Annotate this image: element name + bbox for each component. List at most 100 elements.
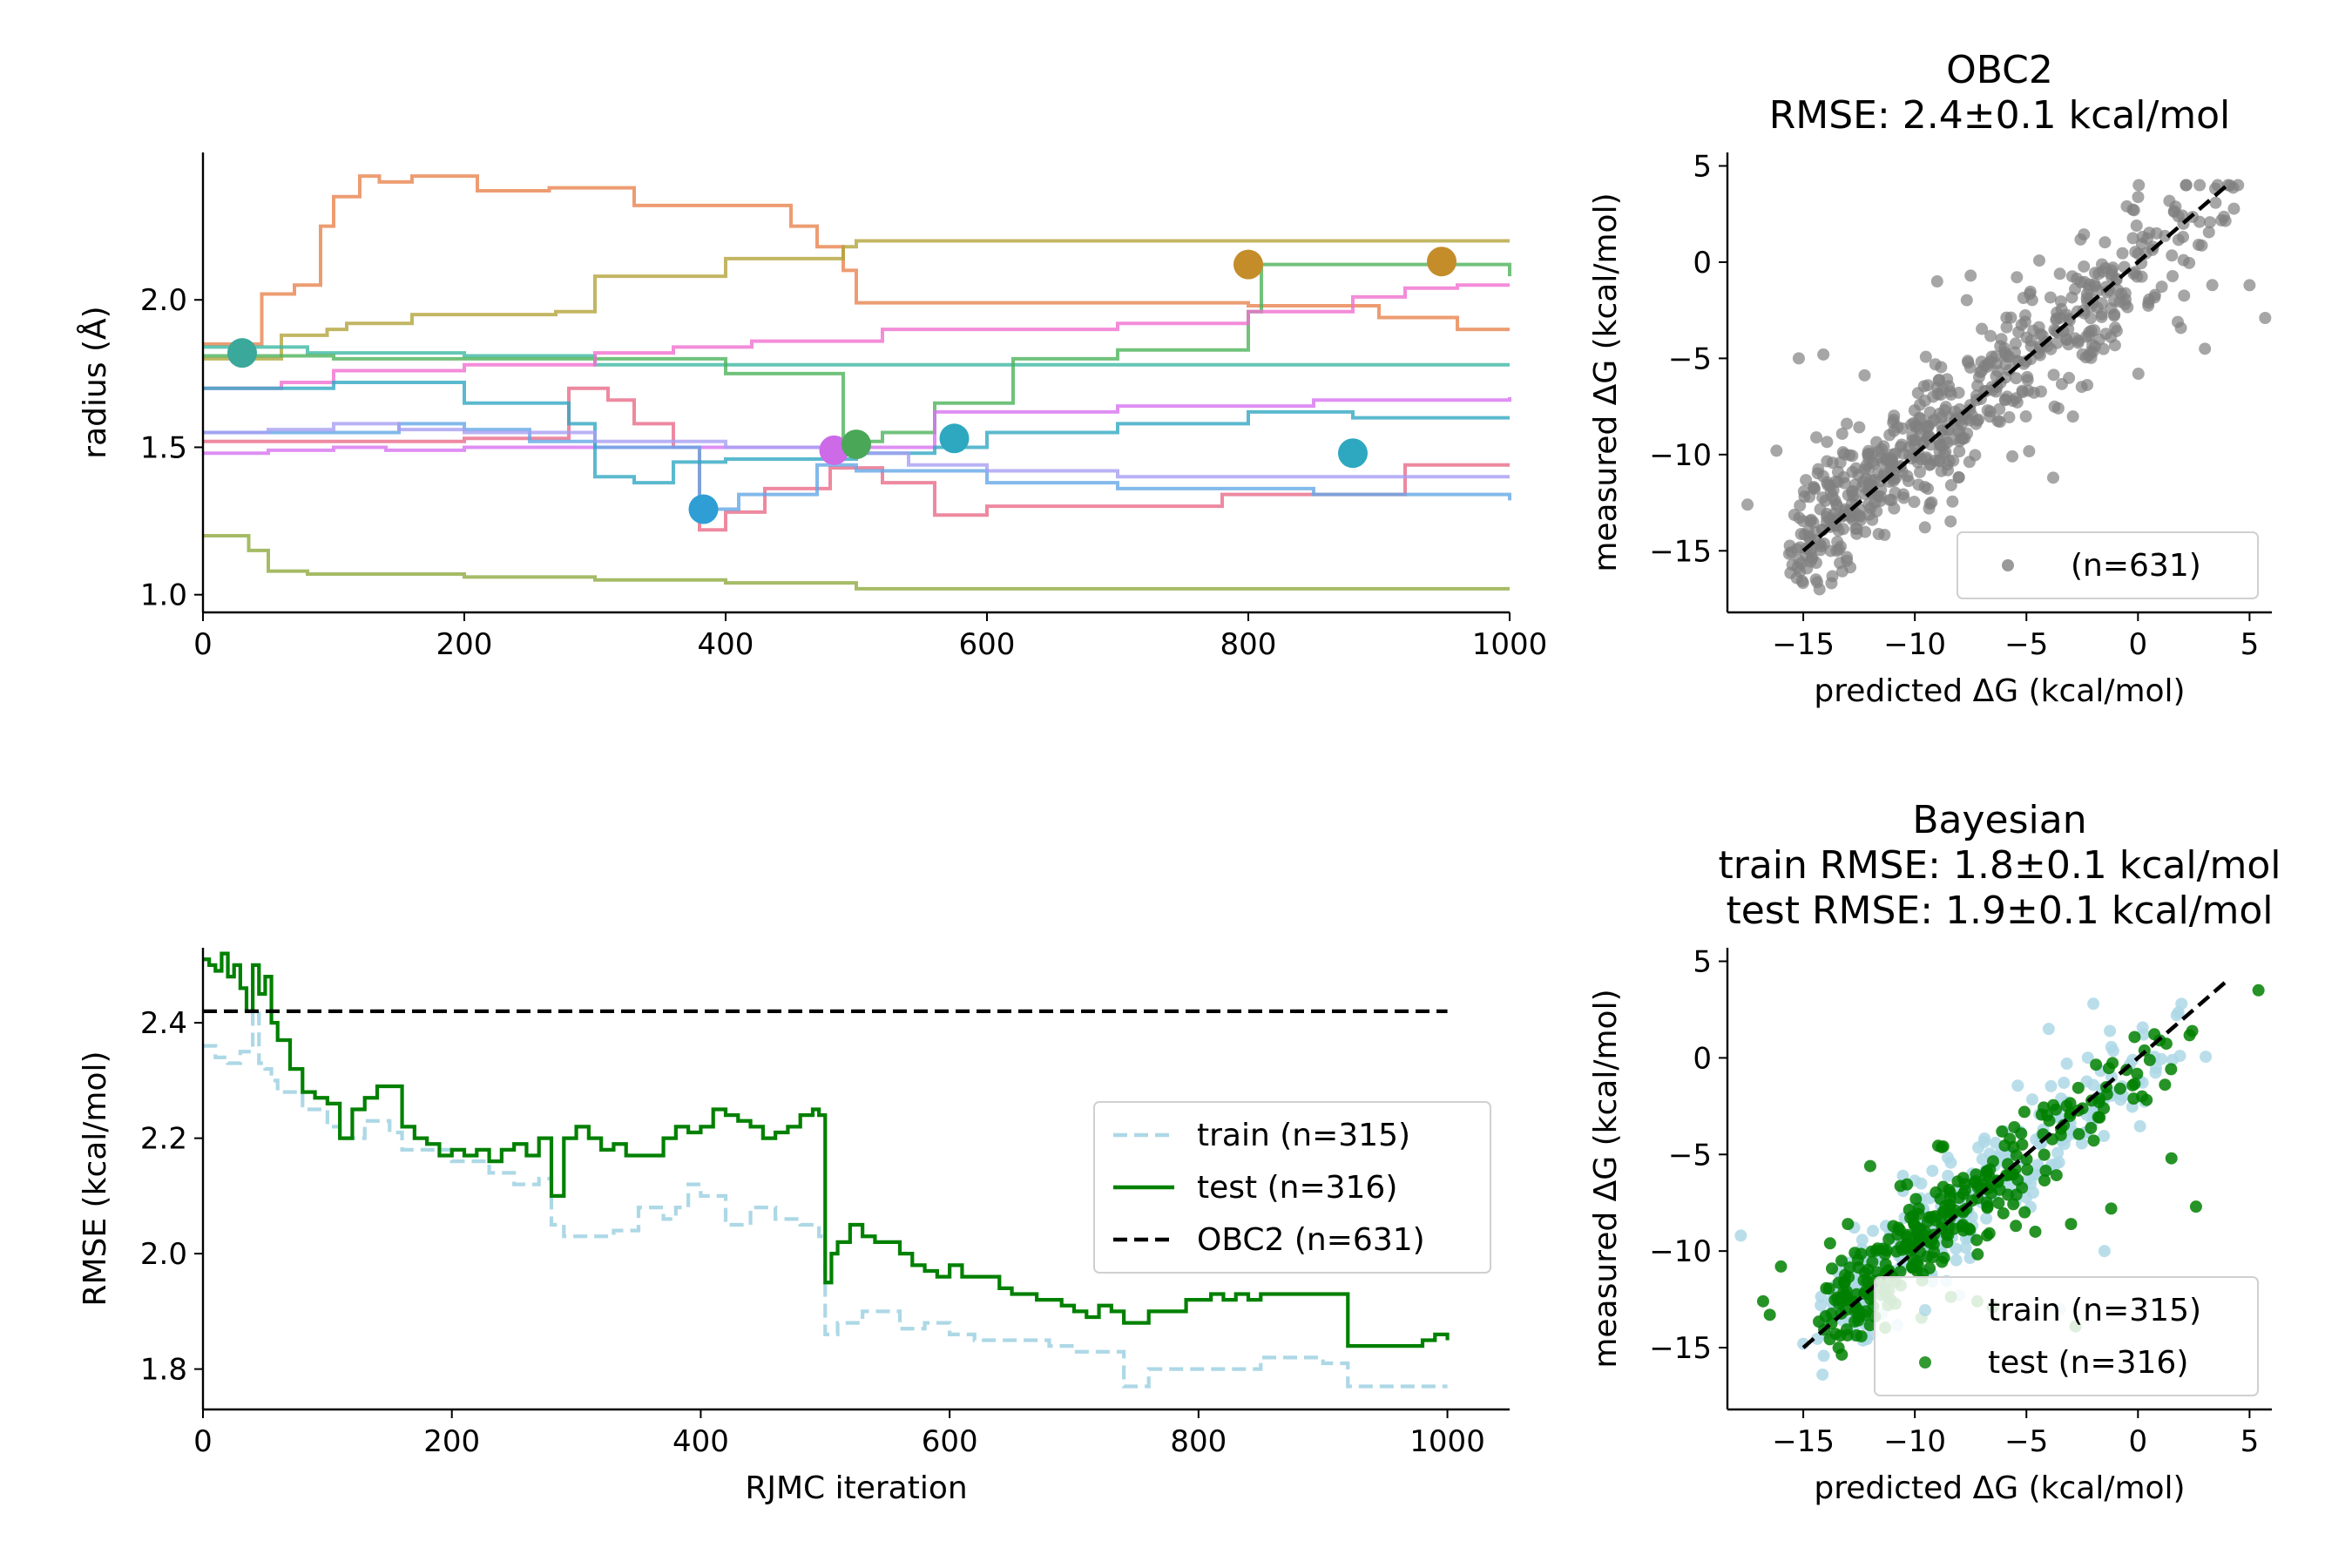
scatter-point — [2051, 402, 2065, 415]
y-tick-label: −10 — [1649, 1234, 1712, 1269]
scatter-point — [2159, 1078, 2172, 1092]
scatter-point — [1808, 481, 1821, 494]
scatter-point — [1935, 361, 1948, 374]
scatter-point — [2075, 1137, 2088, 1150]
radius-trace-line — [203, 422, 1511, 511]
scatter-point — [1983, 1227, 1996, 1240]
scatter-point — [2033, 254, 2046, 267]
scatter-point — [2021, 1163, 2034, 1176]
y-tick-label: 1.0 — [140, 578, 187, 613]
scatter-point — [2085, 345, 2098, 358]
scatter-point — [2176, 209, 2189, 222]
scatter-point — [2011, 1079, 2024, 1092]
scatter-point — [1786, 558, 1799, 571]
scatter-point — [1814, 503, 1827, 516]
scatter-point — [2142, 296, 2155, 309]
scatter-point — [2023, 287, 2036, 301]
scatter-point — [1921, 1215, 1934, 1228]
identity-diagonal-line — [1801, 183, 2229, 553]
bayesian-scatter-plot: −15 −10 −5 0 5 −15 −10 −5 0 5 predicted ΔG (kcal/m… — [1588, 798, 2281, 1506]
y-tick-label: 1.8 — [140, 1353, 187, 1388]
scatter-point — [2018, 1206, 2031, 1219]
scatter-point — [1804, 515, 1817, 528]
rmse-series-line — [203, 951, 1450, 1348]
scatter-point — [2020, 1152, 2033, 1166]
scatter-point — [1919, 350, 1932, 363]
scatter-point — [2097, 342, 2110, 355]
scatter-point — [2186, 1024, 2199, 1037]
scatter-point — [2126, 1053, 2139, 1066]
scatter-point — [2081, 1051, 2094, 1064]
scatter-point — [1951, 1175, 1964, 1188]
y-tick-label: 0 — [1693, 246, 1712, 280]
scatter-point — [1911, 387, 1924, 400]
scatter-point — [2113, 1082, 2126, 1095]
scatter-point — [2102, 1062, 2115, 1075]
scatter-point — [2050, 1103, 2063, 1116]
scatter-point — [1837, 470, 1850, 483]
scatter-point — [1867, 1225, 1880, 1238]
scatter-point — [2044, 342, 2058, 355]
scatter-point — [1993, 402, 2006, 416]
radius-marker-point — [227, 338, 257, 368]
scatter-point — [2116, 247, 2129, 260]
scatter-point — [1821, 436, 1834, 449]
scatter-point — [1932, 374, 1945, 387]
scatter-point — [2023, 445, 2036, 458]
y-tick-label: 2.0 — [140, 1237, 187, 1272]
scatter-point — [2029, 1225, 2042, 1238]
scatter-point — [1823, 1237, 1836, 1250]
radius-trace-line — [203, 174, 1510, 346]
scatter-point — [2131, 1067, 2144, 1080]
x-tick-label: 0 — [193, 1424, 213, 1459]
x-axis-label: predicted ΔG (kcal/mol) — [1814, 1470, 2185, 1506]
scatter-point — [1926, 1165, 1939, 1178]
scatter-point — [2159, 1037, 2173, 1051]
scatter-point — [2193, 215, 2206, 228]
scatter-point — [1824, 544, 1837, 558]
scatter-point — [1942, 1169, 1955, 1182]
scatter-point — [1855, 1247, 1868, 1260]
scatter-point — [2011, 271, 2024, 284]
chart-title-line: Bayesian — [1912, 798, 2086, 842]
scatter-point — [1937, 1251, 1950, 1264]
radius-trace-line — [203, 239, 1510, 361]
scatter-point — [1792, 352, 1805, 365]
scatter-point — [1911, 1258, 1924, 1271]
scatter-point — [2108, 308, 2121, 321]
scatter-point — [1841, 417, 1854, 430]
y-tick-label: 2.0 — [140, 283, 187, 318]
scatter-point — [2020, 1191, 2033, 1204]
scatter-point — [1969, 449, 1982, 462]
scatter-point — [1874, 495, 1887, 508]
scatter-point — [2098, 1245, 2111, 1258]
scatter-point — [2177, 253, 2190, 267]
scatter-point — [1931, 1139, 1944, 1152]
scatter-point — [1734, 1229, 1747, 1242]
scatter-point — [1946, 495, 1959, 508]
scatter-point — [1835, 427, 1848, 440]
scatter-point — [1852, 1261, 1865, 1274]
scatter-point — [1984, 355, 1997, 368]
scatter-point — [2009, 337, 2022, 350]
scatter-point — [1826, 1262, 1839, 1275]
radius-trace-line — [203, 283, 1510, 390]
scatter-point — [2085, 312, 2098, 325]
y-axis-label: measured ΔG (kcal/mol) — [1588, 193, 1624, 571]
scatter-point — [2128, 1031, 2141, 1044]
legend-label: OBC2 (n=631) — [1197, 1222, 1425, 1258]
legend-label: test (n=316) — [1197, 1170, 1397, 1206]
scatter-point — [2078, 260, 2091, 273]
y-axis-label: radius (Å) — [76, 306, 113, 458]
scatter-point — [1850, 1329, 1863, 1342]
scatter-point — [2227, 202, 2240, 215]
scatter-point — [2062, 312, 2075, 325]
scatter-point — [1813, 583, 1826, 596]
chart-title-line: test RMSE: 1.9±0.1 kcal/mol — [1726, 889, 2273, 933]
y-tick-label: −15 — [1649, 534, 1712, 569]
scatter-point — [1957, 432, 1970, 445]
scatter-point — [1837, 1286, 1850, 1299]
y-tick-label: 5 — [1693, 149, 1712, 184]
radius-marker-point — [841, 429, 871, 460]
